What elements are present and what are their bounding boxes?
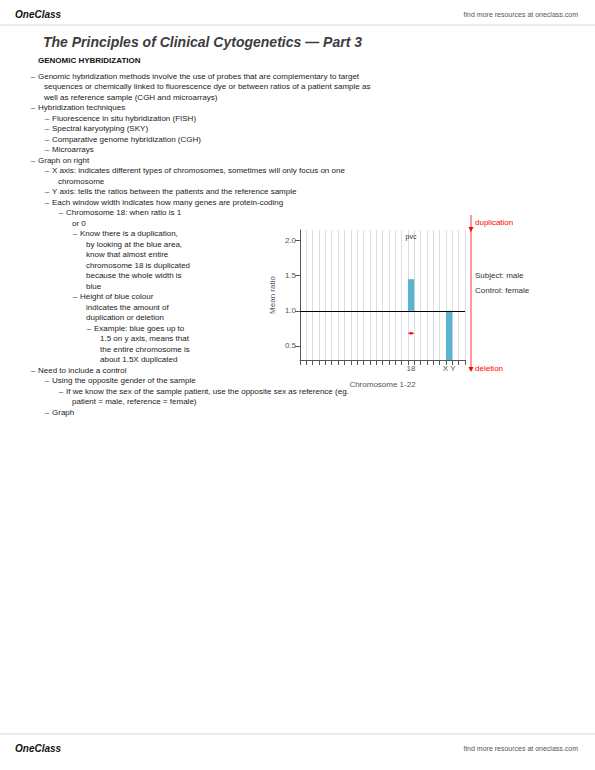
svg-text:Subject: male: Subject: male	[475, 271, 524, 280]
svg-text:Know there is a duplication,: Know there is a duplication,	[80, 229, 178, 238]
svg-text:2.0: 2.0	[285, 236, 297, 245]
svg-text:pvc: pvc	[406, 233, 417, 241]
svg-text:‒: ‒	[45, 408, 50, 417]
svg-text:or 0: or 0	[72, 219, 86, 228]
svg-text:by looking at the blue area,: by looking at the blue area,	[86, 240, 182, 249]
svg-text:Y axis: tells the ratios betwe: Y axis: tells the ratios between the pat…	[52, 187, 297, 196]
svg-text:the entire chromosome is: the entire chromosome is	[100, 345, 190, 354]
svg-text:‒: ‒	[73, 229, 78, 238]
svg-text:‒: ‒	[45, 187, 50, 196]
svg-text:‒: ‒	[45, 135, 50, 144]
svg-text:‒: ‒	[31, 156, 36, 165]
svg-text:well as reference sample (CGH: well as reference sample (CGH and microa…	[43, 93, 218, 102]
svg-text:‒: ‒	[45, 198, 50, 207]
svg-text:X Y: X Y	[443, 364, 456, 373]
svg-text:‒: ‒	[45, 124, 50, 133]
svg-text:about 1.5X duplicated: about 1.5X duplicated	[100, 355, 177, 364]
svg-text:chromosome 18 is duplicated: chromosome 18 is duplicated	[86, 261, 190, 270]
svg-text:‒: ‒	[87, 324, 92, 333]
svg-text:Each window width indicates ho: Each window width indicates how many gen…	[52, 198, 283, 207]
svg-text:Chromosome 18: when ratio is 1: Chromosome 18: when ratio is 1	[66, 208, 182, 217]
svg-text:GENOMIC HYBRIDIZATION: GENOMIC HYBRIDIZATION	[38, 56, 141, 65]
svg-text:Fluorescence in situ hybridiza: Fluorescence in situ hybridization (FISH…	[52, 114, 196, 123]
svg-text:Comparative genome hybridizati: Comparative genome hybridization (CGH)	[52, 135, 201, 144]
svg-text:Height of blue colour: Height of blue colour	[80, 292, 154, 301]
svg-text:Need to include a control: Need to include a control	[38, 366, 127, 375]
svg-text:X axis: indicates different ty: X axis: indicates different types of chr…	[52, 166, 345, 175]
svg-text:‒: ‒	[45, 145, 50, 154]
svg-text:OneClass: OneClass	[15, 9, 62, 20]
svg-text:blue: blue	[86, 282, 102, 291]
svg-text:Hybridization techniques: Hybridization techniques	[38, 103, 125, 112]
svg-text:OneClass: OneClass	[15, 743, 62, 754]
svg-text:find more resources at oneclas: find more resources at oneclass.com	[464, 745, 579, 752]
svg-text:1.5 on y axis, means that: 1.5 on y axis, means that	[100, 334, 190, 343]
svg-text:duplication or deletion: duplication or deletion	[86, 313, 164, 322]
svg-text:indicates the amount of: indicates the amount of	[86, 303, 169, 312]
svg-text:‒: ‒	[59, 387, 64, 396]
svg-text:Graph on right: Graph on right	[38, 156, 90, 165]
svg-text:‒: ‒	[73, 292, 78, 301]
svg-text:Using the opposite gender of t: Using the opposite gender of the sample	[52, 376, 196, 385]
svg-text:Control: female: Control: female	[475, 286, 530, 295]
svg-text:know that almost entire: know that almost entire	[86, 250, 169, 259]
svg-text:Graph: Graph	[52, 408, 74, 417]
svg-text:If we know the sex of the samp: If we know the sex of the sample patient…	[66, 387, 349, 396]
svg-text:find more resources at oneclas: find more resources at oneclass.com	[464, 11, 579, 18]
svg-text:Genomic hybridization methods: Genomic hybridization methods involve th…	[38, 72, 360, 81]
svg-text:1.0: 1.0	[285, 306, 297, 315]
svg-text:because the whole width is: because the whole width is	[86, 271, 182, 280]
svg-text:chromosome: chromosome	[58, 177, 105, 186]
svg-text:‒: ‒	[45, 114, 50, 123]
svg-text:patient = male, reference = fe: patient = male, reference = female)	[72, 397, 197, 406]
svg-text:Mean ratio: Mean ratio	[268, 276, 277, 314]
svg-text:‒: ‒	[45, 166, 50, 175]
svg-text:‒: ‒	[45, 376, 50, 385]
svg-text:The Principles of Clinical Cyt: The Principles of Clinical Cytogenetics …	[43, 34, 362, 50]
svg-text:sequences or chemically linked: sequences or chemically linked to fluore…	[44, 82, 370, 91]
svg-text:Example: blue goes up to: Example: blue goes up to	[94, 324, 185, 333]
svg-text:‒: ‒	[59, 208, 64, 217]
svg-text:1.5: 1.5	[285, 271, 297, 280]
svg-text:‒: ‒	[31, 103, 36, 112]
svg-text:Spectral karyotyping (SKY): Spectral karyotyping (SKY)	[52, 124, 148, 133]
svg-text:Chromosome 1-22: Chromosome 1-22	[349, 380, 416, 389]
svg-text:Microarrays: Microarrays	[52, 145, 94, 154]
svg-text:duplication: duplication	[475, 218, 513, 227]
svg-text:18: 18	[407, 364, 416, 373]
svg-text:deletion: deletion	[475, 364, 503, 373]
svg-text:‒: ‒	[31, 366, 36, 375]
svg-text:‒: ‒	[31, 72, 36, 81]
svg-text:0.5: 0.5	[285, 341, 297, 350]
